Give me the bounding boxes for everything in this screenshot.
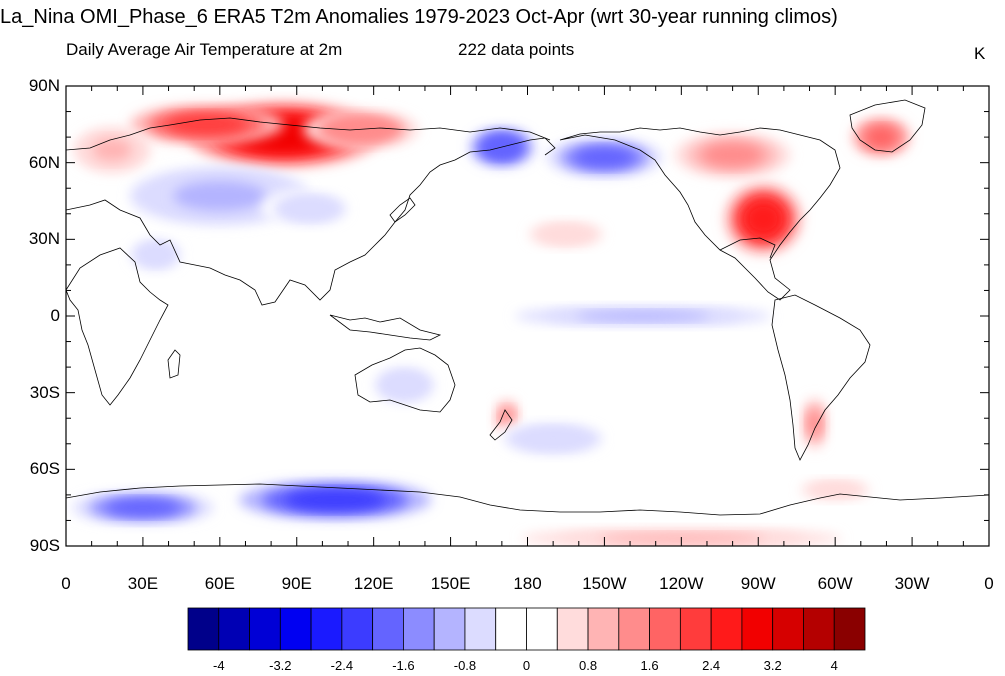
colorbar-label: 0 <box>522 658 531 673</box>
australia-coast <box>354 347 456 413</box>
lon-label: 180 <box>513 574 542 593</box>
colorbar-label: 1.6 <box>640 658 659 673</box>
north-america-coast <box>559 127 841 301</box>
lat-label: 0 <box>50 306 60 325</box>
axis-ticks <box>65 85 990 547</box>
anomaly-region <box>811 483 859 497</box>
colorbar-swatch <box>249 607 281 651</box>
units-label: K <box>974 44 986 63</box>
lat-label: 90S <box>29 536 60 555</box>
lat-label: 90N <box>28 76 60 95</box>
colorbar-swatch <box>464 607 497 651</box>
lon-label: 150E <box>430 574 471 593</box>
lat-label: 60S <box>29 459 60 479</box>
colorbar-label: 3.2 <box>763 658 782 673</box>
colorbar-swatch <box>618 607 650 651</box>
anomaly-shading <box>72 102 911 546</box>
colorbar-swatch <box>403 607 435 651</box>
colorbar-swatch <box>833 607 866 651</box>
colorbar-swatch <box>679 607 712 651</box>
colorbar-label: -4 <box>212 658 225 673</box>
colorbar-swatch <box>433 607 466 651</box>
anomaly-region <box>743 200 784 238</box>
colorbar-swatch <box>218 607 250 651</box>
antarctica-coast <box>66 483 989 516</box>
lon-label: 150W <box>582 574 627 593</box>
lon-label: 120W <box>659 574 704 593</box>
lon-label: 60W <box>817 574 853 593</box>
anomaly-region <box>384 373 425 397</box>
anomaly-region <box>866 127 897 148</box>
anomaly-region <box>173 180 267 211</box>
colorbar-swatch <box>772 607 804 651</box>
colorbar-swatch <box>187 607 220 651</box>
map-title: La_Nina OMI_Phase_6 ERA5 T2m Anomalies 1… <box>0 6 838 28</box>
madagascar-coast <box>167 349 181 379</box>
colorbar-label: -0.8 <box>453 658 477 673</box>
africa-coast <box>66 247 169 406</box>
colorbar-swatch <box>649 607 681 651</box>
data-count-subtitle: 222 data points <box>458 40 575 59</box>
coastlines <box>66 99 989 516</box>
anomaly-region <box>167 114 248 135</box>
anomaly-region <box>284 198 335 219</box>
greenland-coast <box>849 99 926 153</box>
lon-label: 30W <box>894 574 930 593</box>
south-america-coast <box>771 294 871 461</box>
colorbar-label: -3.2 <box>269 658 292 673</box>
anomaly-region <box>139 244 173 265</box>
colorbar-swatch <box>310 607 343 651</box>
new-zealand-coast <box>489 409 513 441</box>
anomaly-region <box>92 138 133 162</box>
lon-label: 90W <box>740 574 776 593</box>
lon-label: 60E <box>204 574 235 593</box>
colorbar-swatch <box>495 607 527 651</box>
eurasia-coast <box>66 137 556 306</box>
colorbar-swatch <box>372 607 404 651</box>
lon-label: 30E <box>127 574 159 593</box>
lon-label: 0 <box>61 574 71 593</box>
colorbar-swatch <box>279 607 312 651</box>
anomaly-region <box>574 147 635 168</box>
anomaly-region <box>285 490 386 510</box>
gulf-coast <box>719 237 776 259</box>
lon-label: 90E <box>281 574 312 593</box>
colorbar-swatch <box>741 607 774 651</box>
lon-label: 120E <box>353 574 394 593</box>
colorbar-label: -1.6 <box>392 658 415 673</box>
lat-label: 30S <box>29 382 60 402</box>
colorbar-swatch <box>556 607 589 651</box>
anomaly-region <box>540 225 591 243</box>
colorbar-swatch <box>587 607 620 651</box>
colorbar-swatch <box>341 607 374 651</box>
colorbar-label: 2.4 <box>702 658 721 673</box>
anomaly-region <box>106 499 180 516</box>
japan-coast <box>389 197 416 223</box>
anomaly-region <box>807 410 822 437</box>
colorbar-swatch <box>526 607 558 651</box>
variable-subtitle: Daily Average Air Temperature at 2m <box>66 40 343 59</box>
indonesia-coast <box>329 314 442 341</box>
colorbar-label: 4 <box>830 658 838 673</box>
lon-label: 0 <box>984 574 994 593</box>
anomaly-region <box>519 428 587 449</box>
lat-label: 60N <box>28 152 60 172</box>
colorbar-label: -2.4 <box>330 658 354 673</box>
colorbar <box>187 607 866 651</box>
colorbar-swatch <box>803 607 835 651</box>
colorbar-label: 0.8 <box>578 658 598 673</box>
colorbar-swatch <box>710 607 743 651</box>
arctic-eurasia-coast <box>66 117 551 151</box>
anomaly-region <box>576 311 710 321</box>
lat-label: 30N <box>28 229 60 249</box>
anomaly-region <box>702 143 763 167</box>
